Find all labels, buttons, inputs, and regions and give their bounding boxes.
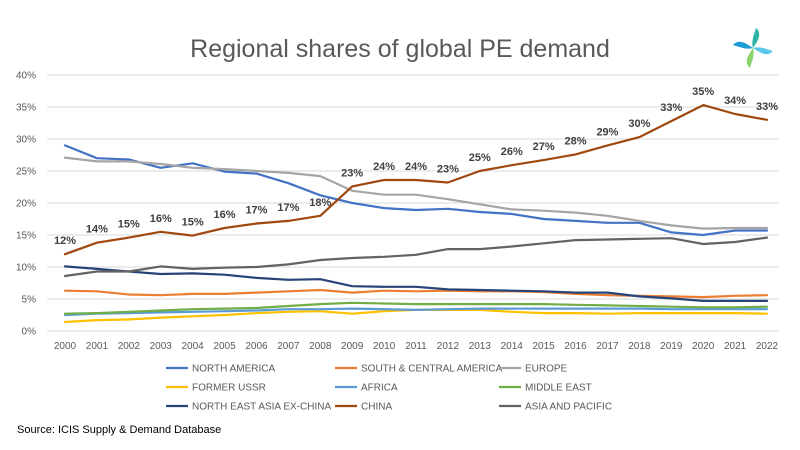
data-label: 15% [118,219,140,231]
source-note: Source: ICIS Supply & Demand Database [17,424,222,436]
data-label: 15% [182,217,204,229]
y-tick-label: 0% [22,327,37,338]
series-line [63,236,769,278]
data-label: 29% [596,126,618,138]
series-line [63,103,769,256]
legend-label: SOUTH & CENTRAL AMERICA [361,364,503,375]
x-tick-label: 2016 [564,341,587,352]
legend-label: NORTH AMERICA [192,364,275,375]
legend-label: AFRICA [361,383,398,394]
y-tick-label: 10% [16,263,36,274]
x-tick-label: 2011 [405,341,427,352]
data-label: 23% [437,164,459,176]
x-tick-label: 2003 [150,341,173,352]
x-tick-label: 2017 [596,341,619,352]
logo-petal [733,41,753,49]
x-tick-label: 2021 [724,341,747,352]
x-tick-label: 2018 [628,341,651,352]
series-lines [63,103,769,324]
data-label: 14% [86,224,108,236]
legend-label: MIDDLE EAST [525,383,592,394]
y-axis-ticks: 0% 5% 10% 15% 20% 25% 30% 35% 40% [16,71,36,338]
data-label: 23% [341,167,363,179]
y-tick-label: 25% [16,167,36,178]
logo-petal [753,47,773,55]
series-line [63,156,769,230]
series-line [63,307,769,317]
x-tick-label: 2001 [86,341,109,352]
data-label: 24% [373,161,395,173]
x-tick-label: 2006 [245,341,268,352]
data-label: 28% [565,135,587,147]
x-tick-label: 2000 [54,341,77,352]
x-tick-label: 2014 [501,341,524,352]
data-label: 12% [54,235,76,247]
legend-label: FORMER USSR [192,383,266,394]
data-label: 16% [150,213,172,225]
x-tick-label: 2022 [756,341,779,352]
series-line [63,265,769,302]
legend-label: NORTH EAST ASIA EX-CHINA [192,402,331,413]
logo-petal [746,48,754,68]
data-label: 33% [660,102,682,114]
x-tick-label: 2009 [341,341,364,352]
legend-label: ASIA AND PACIFIC [525,402,612,413]
legend-label: CHINA [361,402,392,413]
x-tick-label: 2015 [533,341,556,352]
x-tick-label: 2005 [213,341,236,352]
series-line [63,288,769,299]
x-tick-label: 2013 [469,341,492,352]
data-label: 27% [533,141,555,153]
x-tick-label: 2012 [437,341,460,352]
data-label: 33% [756,101,778,113]
data-labels: 12% 14% 15% 16% 15% 16% 17% 17% 18% 23% 24% 24% 23% 2… [54,86,778,247]
chart-title: Regional shares of global PE demand [190,35,610,63]
x-tick-label: 2010 [373,341,396,352]
data-label: 17% [245,204,267,216]
x-axis-ticks: 2000 2001 2002 2003 2004 2005 2006 2007 2008 2009… [54,341,779,352]
y-tick-label: 30% [16,135,36,146]
y-tick-label: 15% [16,231,36,242]
logo-petal [752,28,760,48]
data-label: 30% [628,118,650,130]
data-label: 18% [309,197,331,209]
legend-label: EUROPE [525,364,568,375]
x-tick-label: 2004 [182,341,205,352]
x-tick-label: 2019 [660,341,683,352]
series-line [63,144,769,237]
legend: NORTH AMERICA SOUTH & CENTRAL AMERICA EURO… [166,364,612,413]
y-tick-label: 35% [16,103,36,114]
x-tick-label: 2020 [692,341,715,352]
data-label: 26% [501,146,523,158]
series-line [63,301,769,315]
data-label: 16% [214,209,236,221]
x-tick-label: 2007 [277,341,300,352]
y-tick-label: 5% [22,295,37,306]
y-tick-label: 20% [16,199,36,210]
x-tick-label: 2008 [309,341,332,352]
data-label: 24% [405,161,427,173]
y-tick-label: 40% [16,71,36,82]
data-label: 17% [277,202,299,214]
data-label: 25% [469,152,491,164]
data-label: 34% [724,95,746,107]
data-label: 35% [692,86,714,98]
x-tick-label: 2002 [118,341,141,352]
brand-logo-icon [733,28,773,68]
